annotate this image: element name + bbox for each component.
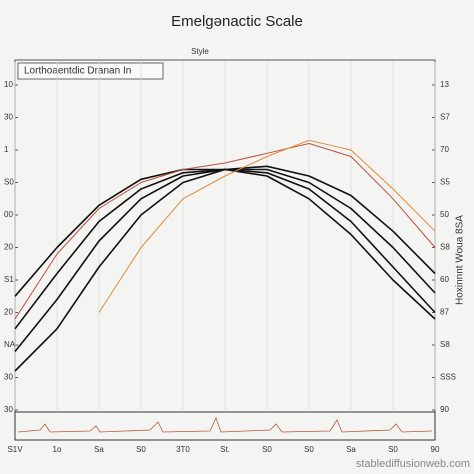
- y2-tick-label: SSS: [440, 373, 456, 382]
- y2-tick-label: S7: [440, 113, 450, 122]
- y-tick-label: NA: [4, 340, 16, 349]
- annotation: Lorthoaentdic Dranan In: [24, 66, 131, 77]
- chart-title: Emelgənactic Scale: [171, 13, 303, 30]
- x-tick-label: 90: [431, 445, 440, 454]
- series-line: [14, 165, 436, 372]
- y2-tick-label: 60: [440, 275, 449, 284]
- chart-subtitle: Style: [191, 47, 209, 56]
- x-tick-label: Sa: [94, 445, 104, 454]
- x-tick-label: S0: [262, 445, 272, 454]
- y-tick-label: 20: [4, 243, 13, 252]
- x-tick-label: S0: [136, 445, 146, 454]
- y2-tick-label: 50: [440, 210, 449, 219]
- y2-tick-label: S5: [440, 178, 450, 187]
- y-tick-label: S1: [4, 275, 14, 284]
- x-tick-label: 1o: [53, 445, 62, 454]
- y-tick-label: S0: [4, 178, 14, 187]
- y2-axis-label: Hoxinnnt Woua 8SA: [455, 215, 466, 305]
- strip-noise: [17, 416, 433, 433]
- y-tick-label: 30: [4, 373, 13, 382]
- watermark: stablediffusionweb.com: [356, 458, 470, 470]
- y-tick-label: 00: [4, 210, 13, 219]
- x-tick-label: S1V: [7, 445, 23, 454]
- y2-tick-label: 90: [440, 405, 449, 414]
- y-tick-label: 30: [4, 405, 13, 414]
- y2-tick-label: S8: [440, 340, 450, 349]
- y2-tick-label: S8: [440, 243, 450, 252]
- series-line: [14, 143, 436, 320]
- y-tick-label: 20: [4, 308, 13, 317]
- annotation-box: [17, 62, 164, 80]
- y2-tick-label: 70: [440, 145, 449, 154]
- y-tick-label: 10: [4, 80, 13, 89]
- series-line: [98, 139, 436, 313]
- x-tick-label: Sa: [346, 445, 356, 454]
- y2-tick-label: 87: [440, 308, 449, 317]
- x-tick-label: 3T0: [176, 445, 190, 454]
- y-tick-label: 1: [4, 145, 9, 154]
- x-tick-label: S0: [388, 445, 398, 454]
- x-tick-label: S0: [304, 445, 314, 454]
- lower-strip: [14, 411, 436, 441]
- x-tick-label: St.: [220, 445, 230, 454]
- y-tick-label: 30: [4, 113, 13, 122]
- y2-tick-label: 13: [440, 80, 449, 89]
